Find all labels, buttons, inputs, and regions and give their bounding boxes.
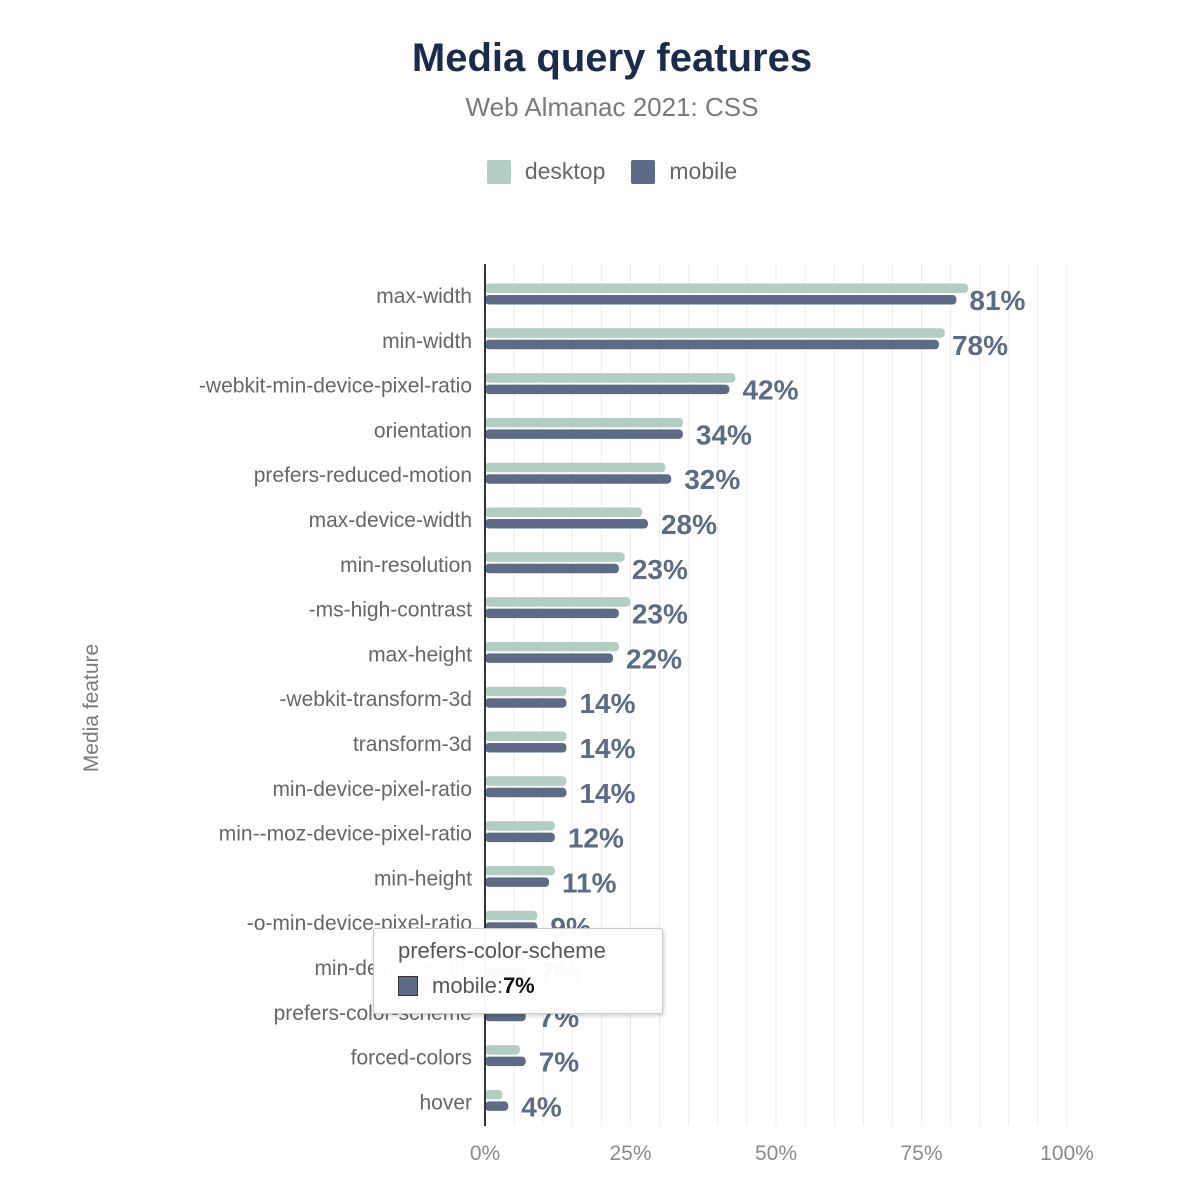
x-tick-label: 75% [900, 1142, 942, 1165]
bar-desktop [485, 731, 567, 741]
category-label: max-device-width [309, 509, 472, 532]
chart-title: Media query features [411, 36, 813, 80]
bar-mobile [485, 698, 567, 708]
data-label: 7% [539, 1047, 580, 1078]
category-label: -ms-high-contrast [309, 599, 473, 622]
category-label: min-device-pixel-ratio [272, 778, 472, 801]
bar-desktop [485, 821, 555, 831]
data-label: 14% [579, 778, 635, 809]
tooltip: prefers-color-scheme mobile: 7% [373, 928, 663, 1014]
legend-label-mobile: mobile [669, 158, 738, 184]
bar-desktop [485, 373, 736, 383]
data-label: 78% [952, 330, 1008, 361]
bar-mobile [485, 608, 619, 619]
category-label: min-resolution [340, 554, 472, 577]
bars [485, 283, 969, 1111]
bar-mobile [485, 1056, 526, 1067]
category-label: max-height [368, 643, 472, 666]
category-label: min--moz-device-pixel-ratio [219, 823, 472, 846]
x-tick-label: 50% [755, 1142, 797, 1165]
bar-desktop [485, 417, 683, 428]
legend: desktop mobile [0, 158, 1179, 185]
bar-desktop [485, 641, 619, 652]
category-label: max-width [376, 285, 472, 308]
tooltip-swatch [398, 976, 418, 996]
bar-desktop [485, 283, 969, 293]
category-label: -webkit-transform-3d [279, 688, 472, 711]
data-label: 34% [696, 419, 752, 450]
category-label: -webkit-min-device-pixel-ratio [199, 375, 472, 398]
data-label: 12% [568, 823, 624, 854]
x-tick-label: 100% [1040, 1142, 1094, 1165]
category-labels: max-width min-width -webkit-min-device-pix… [199, 285, 472, 1114]
bar-mobile [485, 295, 957, 305]
data-label: 14% [579, 688, 635, 719]
tooltip-series: mobile [432, 973, 497, 998]
bar-desktop [485, 776, 567, 786]
bar-mobile [485, 832, 555, 843]
bar-desktop [485, 328, 945, 338]
legend-swatch-mobile [631, 159, 656, 184]
category-label: hover [419, 1091, 472, 1114]
legend-item-desktop[interactable]: desktop [486, 158, 606, 185]
bar-desktop [485, 910, 538, 921]
bar-desktop [485, 686, 567, 697]
data-label: 28% [661, 509, 717, 540]
bar-mobile [485, 519, 648, 529]
data-label: 81% [969, 285, 1025, 316]
data-label: 23% [632, 599, 688, 630]
x-tick-label: 25% [609, 1142, 651, 1165]
category-label: min-width [382, 330, 472, 353]
bar-mobile [485, 1101, 509, 1111]
category-label: min-height [374, 867, 472, 890]
bar-desktop [485, 1045, 520, 1055]
bar-desktop [485, 865, 555, 876]
tooltip-title: prefers-color-scheme [398, 938, 606, 963]
bar-desktop [485, 1089, 503, 1100]
bar-mobile [485, 743, 567, 753]
legend-item-mobile[interactable]: mobile [631, 158, 737, 185]
legend-label-desktop: desktop [524, 158, 606, 184]
legend-swatch-desktop [486, 159, 511, 184]
bar-mobile [485, 1011, 526, 1022]
tooltip-value: 7% [502, 973, 535, 998]
bar-mobile [485, 339, 939, 350]
x-tick-label: 0% [470, 1142, 500, 1165]
chart-subtitle: Web Almanac 2021: CSS [465, 92, 759, 122]
bar-desktop [485, 597, 631, 607]
bar-mobile [485, 384, 730, 395]
bar-mobile [485, 429, 683, 439]
data-label: 22% [626, 643, 682, 674]
data-label: 14% [579, 733, 635, 764]
category-label: transform-3d [353, 733, 472, 756]
data-label: 23% [632, 554, 688, 585]
tooltip-row: mobile: 7% [398, 973, 662, 999]
bar-desktop [485, 552, 625, 562]
tooltip-separator: : [496, 973, 503, 998]
data-label: 42% [742, 375, 798, 406]
bar-mobile [485, 474, 672, 484]
category-label: orientation [374, 419, 472, 442]
data-label: 32% [684, 464, 740, 495]
data-label: 11% [562, 867, 617, 898]
data-label: 4% [521, 1091, 562, 1122]
y-axis-label: Media feature [80, 644, 103, 772]
bar-mobile [485, 877, 550, 887]
bar-desktop [485, 507, 643, 517]
category-label: forced-colors [351, 1047, 472, 1070]
bar-mobile [485, 787, 567, 798]
bar-mobile [485, 563, 619, 574]
x-axis-ticks: 0% 25% 50% 75% 100% [470, 1142, 1094, 1165]
category-label: prefers-reduced-motion [254, 464, 472, 487]
bar-mobile [485, 653, 614, 663]
bar-desktop [485, 462, 666, 473]
